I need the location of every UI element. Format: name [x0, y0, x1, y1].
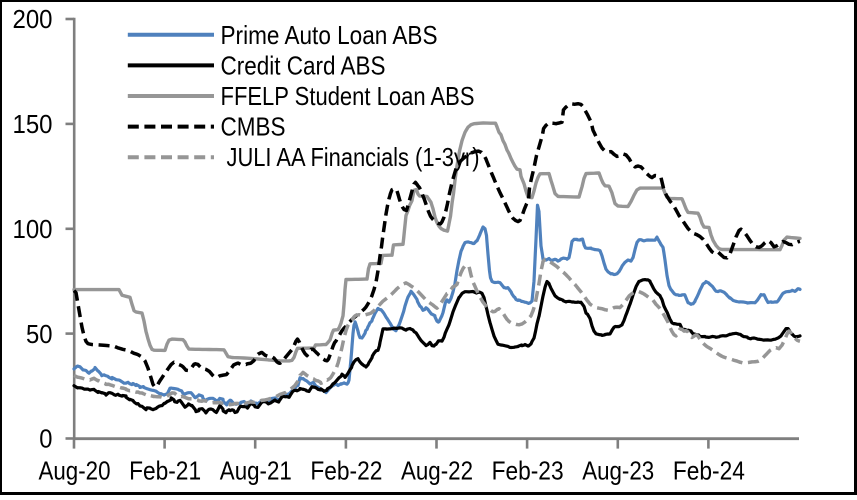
svg-text:JULI AA Financials (1-3yr): JULI AA Financials (1-3yr)	[227, 142, 480, 172]
svg-text:Aug-20: Aug-20	[39, 456, 111, 486]
svg-text:Aug-22: Aug-22	[401, 456, 473, 486]
svg-text:Feb-24: Feb-24	[673, 456, 745, 486]
svg-text:50: 50	[26, 319, 53, 349]
svg-text:100: 100	[13, 214, 53, 244]
svg-text:150: 150	[13, 109, 53, 139]
svg-text:Credit Card ABS: Credit Card ABS	[221, 50, 386, 80]
svg-text:200: 200	[13, 4, 53, 34]
svg-text:Feb-22: Feb-22	[310, 456, 382, 486]
svg-text:Feb-21: Feb-21	[129, 456, 201, 486]
svg-text:0: 0	[39, 424, 52, 454]
svg-text:Aug-23: Aug-23	[582, 456, 654, 486]
svg-text:Prime Auto Loan ABS: Prime Auto Loan ABS	[221, 20, 438, 50]
svg-text:Feb-23: Feb-23	[492, 456, 564, 486]
svg-text:Aug-21: Aug-21	[220, 456, 292, 486]
svg-text:FFELP Student Loan ABS: FFELP Student Loan ABS	[221, 81, 475, 111]
svg-text:CMBS: CMBS	[221, 112, 286, 142]
